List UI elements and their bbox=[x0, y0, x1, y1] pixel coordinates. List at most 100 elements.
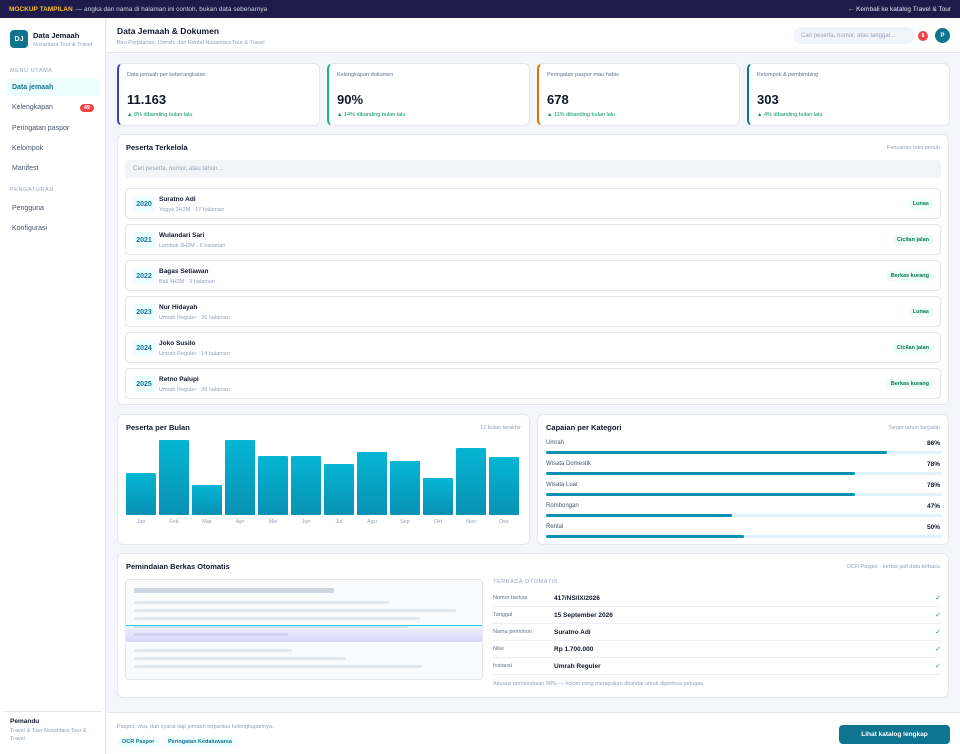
bar-jul bbox=[324, 464, 354, 515]
brand: DJ Data Jemaah Nusantara Tour & Travel bbox=[0, 18, 105, 48]
participant-detail: Bali 4H3M · 9 halaman bbox=[159, 279, 215, 285]
scan-line bbox=[126, 625, 482, 642]
scan-note: OCR Paspor · kertas jadi data terbaca bbox=[846, 564, 940, 570]
stat-card-kelengkapan: Kelengkapan dokumen 90% ▲ 14% dibanding … bbox=[327, 63, 530, 126]
month-label: Feb bbox=[169, 519, 179, 525]
bar-jun bbox=[291, 455, 321, 515]
kelengkapan-count-badge: 49 bbox=[79, 103, 94, 112]
header-search-input[interactable]: Cari peserta, nomor, atau tanggal... bbox=[793, 27, 915, 44]
check-icon: ✓ bbox=[935, 595, 941, 602]
category-label: Umrah bbox=[546, 440, 565, 446]
category-progress-bar bbox=[546, 451, 942, 454]
ocr-field-row: Tanggal 15 September 2026 ✓ bbox=[493, 607, 941, 624]
list-item[interactable]: 2021 Wulandari Sari Lombok 3H2M · 6 hala… bbox=[125, 224, 941, 255]
month-label: Nov bbox=[466, 519, 476, 525]
ocr-field-row: Nilai Rp 1.700.000 ✓ bbox=[493, 641, 941, 658]
section-label-settings: PENGATURAN bbox=[10, 187, 54, 193]
month-label: Agu bbox=[367, 519, 377, 525]
category-progress-fill bbox=[546, 451, 887, 454]
check-icon: ✓ bbox=[935, 646, 941, 653]
sidebar-item-pengguna[interactable]: Pengguna bbox=[12, 205, 44, 212]
year-badge: 2023 bbox=[133, 304, 155, 320]
sidebar-item-kelompok[interactable]: Kelompok bbox=[12, 145, 44, 152]
ocr-field-row: Nama pemohon Suratno Adi ✓ bbox=[493, 624, 941, 641]
list-item[interactable]: 2020 Suratno Adi Yogya 3H2M · 17 halaman… bbox=[125, 188, 941, 219]
sidebar-item-manifest[interactable]: Manifest bbox=[12, 165, 39, 172]
category-progress-bar bbox=[546, 514, 942, 517]
monthly-chart-panel: Peserta per Bulan 12 bulan terakhir Jan F… bbox=[117, 414, 530, 545]
category-value: 50% bbox=[926, 524, 940, 531]
category-value: 47% bbox=[926, 503, 940, 510]
back-to-catalog-link[interactable]: ← Kembali ke katalog Travel & Tour bbox=[847, 5, 951, 13]
participant-name: Nur Hidayah bbox=[159, 304, 198, 311]
category-label: Rental bbox=[546, 524, 564, 530]
bar-apr bbox=[225, 440, 255, 515]
check-icon: ✓ bbox=[935, 612, 941, 619]
list-item[interactable]: 2025 Retno Palupi Umrah Reguler · 39 hal… bbox=[125, 368, 941, 399]
check-icon: ✓ bbox=[935, 663, 941, 670]
sidebar-item-kelengkapan[interactable]: Kelengkapan 49 bbox=[6, 99, 100, 116]
participant-detail: Umrah Reguler · 14 halaman bbox=[159, 351, 230, 357]
scan-panel: Pemindaian Berkas Otomatis OCR Paspor · … bbox=[117, 553, 949, 698]
brand-title: Data Jemaah bbox=[33, 30, 80, 40]
month-label: Jan bbox=[136, 519, 146, 525]
chip-peringatan-kedaluwarsa[interactable]: Peringatan Kedaluwarsa bbox=[163, 737, 237, 747]
category-value: 86% bbox=[926, 440, 940, 447]
top-banner: MOCKUP TAMPILAN — angka dan nama di halam… bbox=[0, 0, 960, 18]
status-badge: Cicilan jalan bbox=[891, 343, 934, 353]
notification-badge[interactable]: 8 bbox=[918, 31, 928, 41]
bar-agu bbox=[357, 452, 387, 515]
participant-detail: Yogya 3H2M · 17 halaman bbox=[159, 207, 224, 213]
category-progress-fill bbox=[546, 535, 744, 538]
status-badge: Berkas kurang bbox=[885, 271, 934, 281]
year-badge: 2021 bbox=[133, 232, 155, 248]
list-item[interactable]: 2024 Joko Susilo Umrah Reguler · 14 hala… bbox=[125, 332, 941, 363]
peserta-note: Pencarian teks penuh bbox=[886, 145, 940, 151]
category-panel: Capaian per Kategori Target tahun berjal… bbox=[537, 414, 949, 545]
page-header: Data Jemaah & Dokumen Biro Perjalanan, U… bbox=[107, 18, 960, 53]
sidebar-item-konfigurasi[interactable]: Konfigurasi bbox=[12, 225, 48, 232]
category-label: Wisata Luar bbox=[546, 482, 579, 488]
list-item[interactable]: 2022 Bagas Setiawan Bali 4H3M · 9 halama… bbox=[125, 260, 941, 291]
participant-detail: Lombok 3H2M · 6 halaman bbox=[159, 243, 226, 249]
year-badge: 2020 bbox=[133, 196, 155, 212]
category-progress-fill bbox=[546, 514, 733, 517]
section-label-main: MENU UTAMA bbox=[10, 68, 53, 74]
ocr-field-row: Nomor berkas 417/NS/IX/2026 ✓ bbox=[493, 590, 941, 607]
peserta-title: Peserta Terkelola bbox=[126, 143, 188, 152]
category-label: Wisata Domestik bbox=[546, 461, 592, 467]
year-badge: 2024 bbox=[133, 340, 155, 356]
peserta-panel: Peserta Terkelola Pencarian teks penuh C… bbox=[117, 134, 949, 405]
sidebar-item-data-jemaah[interactable]: Data jemaah bbox=[6, 79, 100, 96]
participant-detail: Umrah Reguler · 26 halaman bbox=[159, 315, 230, 321]
month-label: Sep bbox=[400, 519, 410, 525]
category-progress-fill bbox=[546, 472, 855, 475]
avatar[interactable]: P bbox=[935, 28, 950, 43]
bar-mei bbox=[258, 455, 288, 515]
year-badge: 2025 bbox=[133, 376, 155, 392]
ocr-field-row: Instansi Umrah Reguler ✓ bbox=[493, 658, 941, 675]
participant-detail: Umrah Reguler · 39 halaman bbox=[159, 387, 230, 393]
view-catalog-button[interactable]: Lihat katalog lengkap bbox=[839, 725, 950, 744]
peserta-search-input[interactable]: Cari peserta, nomor, atau tahun... bbox=[125, 160, 941, 178]
status-badge: Lunas bbox=[907, 307, 934, 317]
bar-okt bbox=[423, 478, 453, 515]
category-progress-bar bbox=[546, 472, 942, 475]
banner-message: MOCKUP TAMPILAN — angka dan nama di halam… bbox=[9, 5, 268, 13]
bar-jan bbox=[126, 473, 156, 515]
page-title: Data Jemaah & Dokumen bbox=[117, 26, 220, 36]
category-progress-bar bbox=[546, 493, 942, 496]
sidebar-item-peringatan-paspor[interactable]: Peringatan paspor bbox=[12, 125, 70, 132]
stat-card-data-jemaah: Data jemaah per keberangkatan 11.163 ▲ 8… bbox=[117, 63, 320, 126]
brand-subtitle: Nusantara Tour & Travel bbox=[33, 41, 93, 48]
month-label: Jun bbox=[301, 519, 311, 525]
sidebar: DJ Data Jemaah Nusantara Tour & Travel M… bbox=[0, 18, 106, 754]
list-item[interactable]: 2023 Nur Hidayah Umrah Reguler · 26 hala… bbox=[125, 296, 941, 327]
chip-ocr-paspor[interactable]: OCR Paspor bbox=[117, 737, 160, 747]
sidebar-footer-subtitle: Travel & Tour Nusantara Tour & Travel bbox=[10, 728, 87, 742]
bar-sep bbox=[390, 461, 420, 515]
ocr-accuracy-note: Akurasi pembindaian 98% — kolom yang mer… bbox=[493, 681, 705, 687]
monthly-chart-note: 12 bulan terakhir bbox=[480, 425, 521, 431]
participant-name: Suratno Adi bbox=[159, 196, 196, 203]
bar-feb bbox=[159, 440, 189, 515]
